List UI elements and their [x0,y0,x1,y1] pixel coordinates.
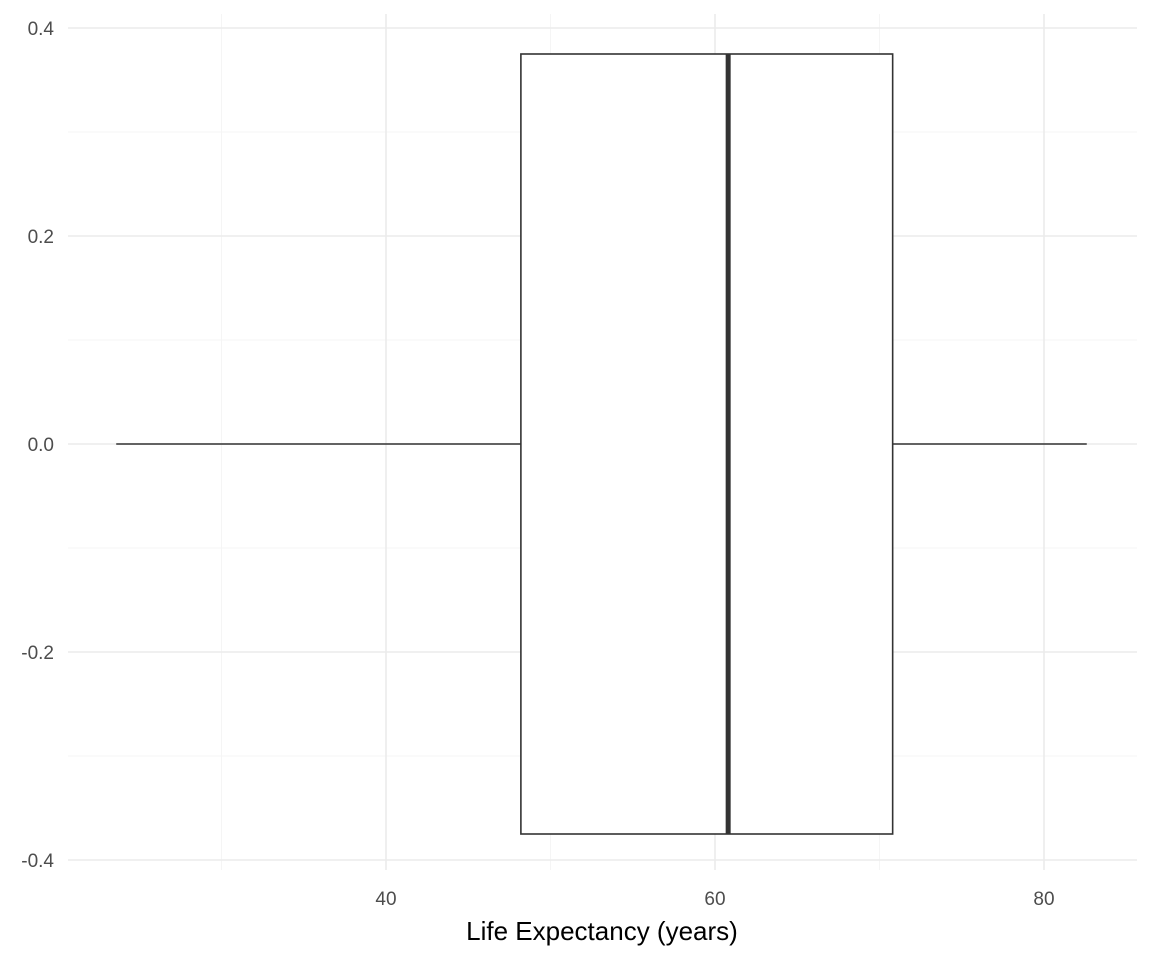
y-axis-tick-labels: -0.4 -0.2 0.0 0.2 0.4 [21,19,54,872]
interquartile-box [520,53,894,835]
x-tick-label: 60 [704,889,725,910]
y-tick-label: 0.4 [28,19,55,40]
x-tick-label: 80 [1033,889,1054,910]
x-axis-tick-labels: 40 60 80 [375,889,1054,910]
y-tick-label: 0.0 [28,435,54,456]
y-tick-label: -0.2 [21,643,54,664]
x-axis-title: Life Expectancy (years) [466,916,738,946]
y-tick-label: 0.2 [28,227,54,248]
box-layer [116,53,1087,835]
x-tick-label: 40 [375,889,396,910]
y-tick-label: -0.4 [21,851,54,872]
